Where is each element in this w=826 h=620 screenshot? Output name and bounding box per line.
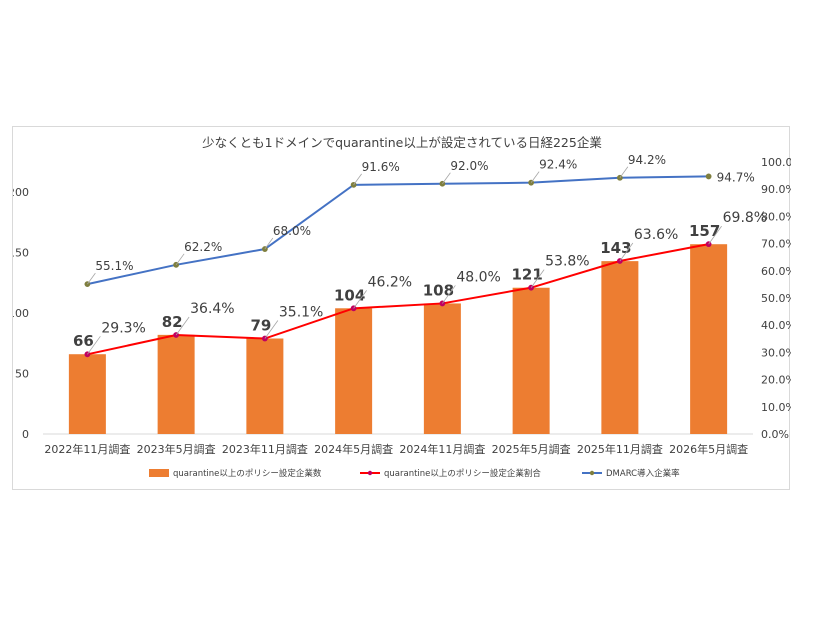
ratio-value-label: 29.3%	[101, 320, 145, 336]
legend-label: DMARC導入企業率	[606, 468, 680, 479]
y-right-tick-label: 60.0%	[761, 265, 791, 278]
ratio-leader-line	[442, 285, 456, 304]
y-left-tick-label: 200	[13, 186, 29, 199]
bar-value-label: 121	[511, 266, 542, 284]
dmarc-leader-line	[353, 173, 362, 186]
x-category-label: 2026年5月調査	[669, 442, 748, 456]
y-left-tick-label: 100	[13, 307, 29, 320]
y-right-tick-label: 30.0%	[761, 346, 791, 359]
y-right-tick-label: 50.0%	[761, 292, 791, 305]
bar-value-label: 108	[423, 281, 454, 299]
bar-value-label: 143	[600, 239, 631, 257]
y-right-tick-label: 0.0%	[761, 428, 789, 441]
dmarc-leader-line	[530, 171, 540, 183]
legend-label: quarantine以上のポリシー設定企業数	[173, 468, 322, 479]
x-category-label: 2024年5月調査	[314, 442, 393, 456]
y-right-tick-label: 70.0%	[761, 238, 791, 251]
ratio-leader-line	[530, 269, 545, 288]
x-category-label: 2024年11月調査	[399, 442, 485, 456]
y-right-tick-label: 80.0%	[761, 210, 791, 223]
dmarc-value-label: 94.7%	[717, 170, 755, 184]
bar	[335, 308, 373, 434]
dmarc-leader-line	[87, 272, 96, 285]
ratio-leader-line	[708, 225, 722, 245]
ratio-value-label: 35.1%	[279, 305, 323, 321]
ratio-value-label: 36.4%	[190, 301, 234, 317]
bar	[512, 287, 550, 434]
dmarc-point	[705, 173, 712, 180]
ratio-leader-line	[264, 320, 279, 339]
y-right-tick-label: 90.0%	[761, 183, 791, 196]
y-right-tick-label: 10.0%	[761, 401, 791, 414]
x-category-label: 2023年11月調査	[222, 442, 308, 456]
y-left-tick-label: 50	[15, 368, 29, 381]
bar-value-label: 82	[162, 313, 183, 331]
bar	[690, 244, 728, 434]
legend-marker-dmarc	[589, 470, 595, 476]
y-right-tick-label: 40.0%	[761, 319, 791, 332]
bar	[423, 303, 461, 434]
ratio-series-line	[87, 243, 709, 356]
x-category-label: 2025年11月調査	[577, 442, 663, 456]
dmarc-value-label: 55.1%	[95, 259, 133, 273]
y-right-tick-label: 20.0%	[761, 374, 791, 387]
legend-swatch-bars	[149, 469, 169, 477]
bar-value-label: 79	[250, 316, 271, 334]
dmarc-value-label: 94.2%	[628, 153, 666, 167]
x-category-label: 2023年5月調査	[137, 442, 216, 456]
dmarc-value-label: 92.0%	[450, 159, 488, 173]
chart-title: 少なくとも1ドメインでquarantine以上が設定されている日経225企業	[202, 135, 602, 150]
y-right-tick-label: 100.0%	[761, 156, 791, 169]
dmarc-series-line	[87, 175, 709, 286]
x-category-label: 2025年5月調査	[492, 442, 571, 456]
dmarc-leader-line	[175, 253, 185, 266]
ratio-leader-line	[175, 316, 190, 336]
ratio-value-label: 53.8%	[545, 254, 589, 270]
ratio-value-label: 46.2%	[368, 274, 412, 290]
ratio-leader-line	[87, 336, 101, 355]
dmarc-leader-line	[619, 166, 629, 179]
dmarc-leader-line	[442, 172, 451, 184]
dmarc-leader-line	[264, 237, 274, 250]
bar-value-label: 157	[689, 222, 720, 240]
bar-value-label: 66	[73, 332, 94, 350]
ratio-value-label: 63.6%	[634, 227, 678, 243]
bar	[246, 338, 284, 434]
ratio-value-label: 69.8%	[723, 210, 767, 226]
legend-marker-ratio	[367, 470, 373, 476]
y-left-tick-label: 150	[13, 247, 29, 260]
chart-frame: 少なくとも1ドメインでquarantine以上が設定されている日経225企業 0 5…	[12, 126, 791, 490]
bar	[157, 334, 195, 434]
combo-chart: 少なくとも1ドメインでquarantine以上が設定されている日経225企業 0 5…	[13, 135, 791, 479]
legend-label: quarantine以上のポリシー設定企業割合	[384, 468, 541, 479]
y-left-tick-label: 0	[22, 428, 29, 441]
bar	[68, 354, 106, 434]
dmarc-value-label: 91.6%	[362, 160, 400, 174]
ratio-value-label: 48.0%	[456, 269, 500, 285]
ratio-leader-line	[619, 242, 634, 262]
dmarc-value-label: 62.2%	[184, 240, 222, 254]
x-category-label: 2022年11月調査	[44, 442, 130, 456]
dmarc-value-label: 92.4%	[539, 158, 577, 172]
ratio-leader-line	[353, 290, 367, 309]
dmarc-value-label: 68.0%	[273, 224, 311, 238]
bar	[601, 261, 639, 434]
bar-value-label: 104	[334, 286, 365, 304]
